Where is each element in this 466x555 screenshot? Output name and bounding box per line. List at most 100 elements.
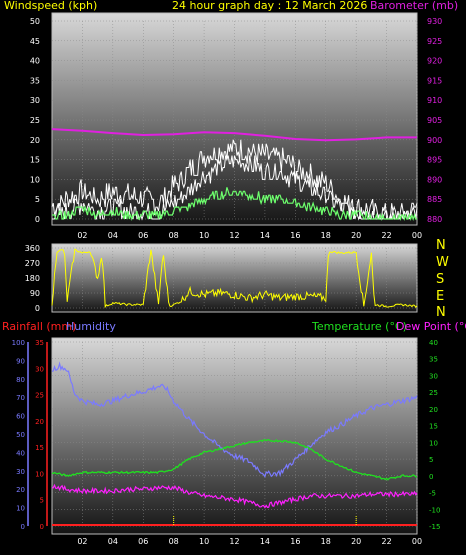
humidity-axis-tick-label: 20 [16, 486, 25, 494]
barometer-axis-tick-label: 905 [427, 116, 442, 125]
temperature-axis-tick-label: 5 [429, 456, 433, 464]
temperature-x-tick-label: 08 [169, 537, 179, 546]
wind-x-tick-label: 12 [229, 231, 239, 240]
barometer-axis-tick-label: 925 [427, 37, 442, 46]
wind-x-tick-label: 18 [321, 231, 331, 240]
wind-x-tick-label: 16 [290, 231, 300, 240]
barometer-axis-tick-label: 910 [427, 96, 442, 105]
temperature-x-tick-label: 16 [290, 537, 300, 546]
wind-axis-tick-label: 45 [30, 37, 40, 46]
wind-plot-area [51, 12, 418, 226]
temperature-x-tick-label: 06 [138, 537, 148, 546]
temperature-axis-tick-label: -10 [429, 506, 440, 514]
wind-axis-tick-label: 35 [30, 76, 40, 85]
humidity-axis-tick-label: 80 [16, 376, 25, 384]
rainfall-axis-tick-label: 0 [40, 523, 44, 531]
rainfall-axis-tick-label: 20 [35, 418, 44, 426]
direction-axis-tick-label: 0 [35, 304, 40, 313]
temperature-axis-tick-label: 0 [429, 473, 433, 481]
barometer-axis-tick-label: 920 [427, 57, 442, 66]
temperature-axis-tick-label: 35 [429, 356, 438, 364]
rainfall-axis-tick-label: 15 [35, 444, 44, 452]
barometer-axis-tick-label: 880 [427, 215, 442, 224]
compass-label-north-bottom: N [436, 305, 446, 320]
humidity-axis-tick-label: 0 [21, 523, 25, 531]
temperature-axis-title: Temperature (°C) [312, 320, 407, 333]
direction-axis-tick-label: 360 [25, 244, 40, 253]
direction-axis-tick-label: 180 [25, 274, 40, 283]
barometer-series-line [51, 128, 417, 142]
wind-axis-tick-label: 25 [30, 116, 40, 125]
barometer-axis-tick-label: 930 [427, 17, 442, 26]
barometer-axis-tick-label: 895 [427, 156, 442, 165]
temperature-axis-tick-label: -5 [429, 490, 436, 498]
rainfall-axis-tick-label: 25 [35, 392, 44, 400]
compass-label-east: E [436, 289, 445, 304]
wind-x-tick-label: 20 [351, 231, 361, 240]
rainfall-axis-tick-label: 5 [40, 497, 44, 505]
humidity-axis-tick-label: 70 [16, 394, 25, 402]
temperature-x-tick-label: 10 [199, 537, 209, 546]
rainfall-axis-title: Rainfall (mm) [2, 320, 77, 333]
wind-axis-tick-label: 10 [30, 175, 40, 184]
humidity-axis-tick-label: 40 [16, 449, 25, 457]
wind-x-tick-label: 14 [260, 231, 270, 240]
direction-axis-tick-label: 90 [30, 289, 40, 298]
humidity-series-line [51, 361, 418, 478]
barometer-axis-title: Barometer (mb) [370, 0, 459, 12]
temperature-x-tick-label: 22 [381, 537, 391, 546]
wind-x-tick-label: 06 [138, 231, 148, 240]
rainfall-axis-tick-label: 10 [35, 470, 44, 478]
compass-label-west: W [436, 255, 449, 270]
barometer-axis-tick-label: 890 [427, 175, 442, 184]
humidity-axis-tick-label: 50 [16, 431, 25, 439]
wind-axis-tick-label: 40 [30, 57, 40, 66]
temperature-x-tick-label: 04 [108, 537, 118, 546]
wind-x-tick-label: 22 [381, 231, 391, 240]
temperature-x-tick-label: 14 [260, 537, 270, 546]
wind-axis-tick-label: 20 [30, 136, 40, 145]
compass-label-south: S [436, 272, 445, 287]
temperature-x-tick-label: 18 [321, 537, 331, 546]
temperature-x-tick-label: 02 [77, 537, 87, 546]
wind-axis-tick-label: 5 [35, 195, 40, 204]
dewpoint-series-line [51, 483, 418, 509]
dewpoint-axis-title: Dew Point (°C) [396, 320, 466, 333]
temperature-axis-tick-label: 10 [429, 439, 438, 447]
temperature-axis-tick-label: -15 [429, 523, 440, 531]
wind-axis-title: Windspeed (kph) [4, 0, 98, 12]
wind-x-tick-label: 00 [412, 231, 422, 240]
wind-x-tick-label: 02 [77, 231, 87, 240]
compass-label-north-top: N [436, 238, 446, 253]
barometer-axis-tick-label: 885 [427, 195, 442, 204]
temperature-x-tick-label: 12 [229, 537, 239, 546]
chart-title: 24 hour graph day : 12 March 2026 [172, 0, 368, 12]
wind-axis-tick-label: 0 [35, 215, 40, 224]
humidity-axis-tick-label: 60 [16, 413, 25, 421]
wind-x-tick-label: 10 [199, 231, 209, 240]
humidity-axis-tick-label: 100 [12, 339, 25, 347]
rainfall-axis-tick-label: 30 [35, 365, 44, 373]
temperature-axis-tick-label: 15 [429, 423, 438, 431]
wind-axis-tick-label: 15 [30, 156, 40, 165]
wind-x-tick-label: 04 [108, 231, 118, 240]
barometer-axis-tick-label: 915 [427, 76, 442, 85]
temperature-axis-tick-label: 25 [429, 389, 438, 397]
wind-x-tick-label: 08 [169, 231, 179, 240]
temperature-axis-tick-label: 20 [429, 406, 438, 414]
temperature-x-tick-label: 20 [351, 537, 361, 546]
windspeed-series-line [52, 155, 418, 221]
temperature-axis-tick-label: 30 [429, 372, 438, 380]
wind-axis-tick-label: 30 [30, 96, 40, 105]
wind-direction-series-line [51, 248, 418, 309]
humidity-axis-title: Humidity [66, 320, 116, 333]
temperature-series-line [51, 439, 418, 481]
wind-average-series-line [52, 187, 417, 222]
rainfall-axis-tick-label: 35 [35, 339, 44, 347]
humidity-axis-tick-label: 90 [16, 357, 25, 365]
temperature-axis-tick-label: 40 [429, 339, 438, 347]
humidity-axis-tick-label: 10 [16, 505, 25, 513]
barometer-axis-tick-label: 900 [427, 136, 442, 145]
direction-axis-tick-label: 270 [25, 259, 40, 268]
